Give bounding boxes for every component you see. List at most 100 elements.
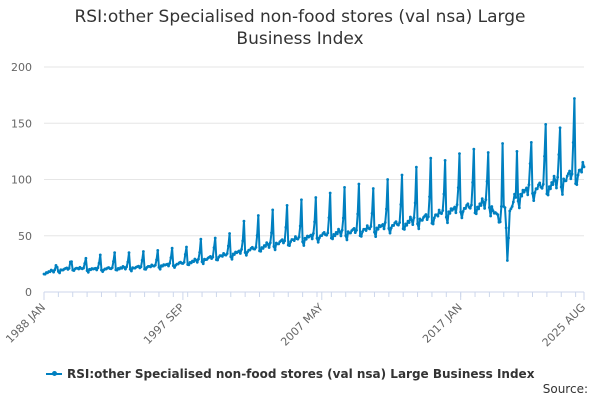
data-point[interactable] — [558, 126, 562, 130]
data-point[interactable] — [169, 256, 173, 260]
data-point[interactable] — [283, 239, 287, 243]
data-point[interactable] — [199, 237, 203, 241]
data-point[interactable] — [194, 258, 198, 262]
data-point[interactable] — [340, 228, 344, 232]
data-point[interactable] — [488, 206, 491, 209]
data-point[interactable] — [486, 151, 490, 154]
data-point[interactable] — [381, 222, 385, 226]
data-point[interactable] — [376, 227, 380, 231]
data-point[interactable] — [565, 174, 569, 178]
data-point[interactable] — [183, 252, 187, 256]
data-point[interactable] — [505, 259, 509, 262]
data-point[interactable] — [316, 240, 320, 244]
data-point[interactable] — [407, 221, 411, 224]
data-point[interactable] — [413, 201, 417, 205]
data-point[interactable] — [557, 153, 561, 156]
data-point[interactable] — [543, 154, 546, 158]
data-point[interactable] — [243, 251, 247, 254]
data-point[interactable] — [573, 97, 576, 100]
data-point[interactable] — [528, 162, 532, 166]
data-point[interactable] — [569, 177, 573, 181]
data-point[interactable] — [259, 249, 263, 253]
data-point[interactable] — [383, 221, 387, 224]
data-point[interactable] — [364, 229, 368, 232]
data-point[interactable] — [410, 218, 413, 222]
data-point[interactable] — [474, 212, 478, 216]
data-point[interactable] — [516, 199, 520, 203]
data-point[interactable] — [140, 258, 144, 262]
data-point[interactable] — [483, 206, 487, 210]
data-point[interactable] — [416, 222, 419, 226]
data-point[interactable] — [125, 265, 129, 269]
data-point[interactable] — [337, 227, 340, 231]
data-point[interactable] — [460, 216, 464, 220]
data-point[interactable] — [403, 227, 406, 231]
data-point[interactable] — [388, 231, 392, 235]
data-point[interactable] — [408, 215, 412, 219]
data-point[interactable] — [553, 179, 557, 182]
data-point[interactable] — [428, 195, 431, 199]
data-point[interactable] — [448, 211, 452, 215]
data-point[interactable] — [570, 172, 574, 176]
data-point[interactable] — [446, 221, 449, 225]
data-point[interactable] — [471, 181, 475, 184]
data-point[interactable] — [254, 245, 258, 249]
data-point[interactable] — [499, 205, 503, 208]
data-point[interactable] — [568, 169, 572, 173]
data-point[interactable] — [201, 262, 205, 266]
data-point[interactable] — [67, 266, 71, 270]
data-point[interactable] — [459, 210, 463, 214]
data-point[interactable] — [255, 234, 259, 237]
data-point[interactable] — [359, 235, 363, 238]
data-point[interactable] — [369, 225, 373, 228]
data-point[interactable] — [241, 239, 245, 243]
data-point[interactable] — [458, 152, 461, 156]
data-point[interactable] — [532, 199, 536, 203]
data-point[interactable] — [149, 265, 152, 269]
data-point[interactable] — [182, 260, 186, 264]
data-point[interactable] — [338, 230, 342, 234]
data-point[interactable] — [229, 255, 233, 259]
data-point[interactable] — [479, 204, 483, 207]
data-point[interactable] — [444, 215, 448, 219]
data-point[interactable] — [270, 231, 273, 235]
data-point[interactable] — [301, 240, 305, 244]
data-point[interactable] — [327, 216, 331, 220]
data-point[interactable] — [284, 225, 288, 229]
data-point[interactable] — [529, 140, 533, 144]
data-point[interactable] — [477, 207, 481, 211]
data-point[interactable] — [432, 216, 436, 220]
data-point[interactable] — [387, 227, 391, 230]
data-point[interactable] — [126, 260, 130, 264]
data-point[interactable] — [368, 227, 372, 231]
data-point[interactable] — [280, 238, 284, 242]
data-point[interactable] — [503, 206, 507, 210]
data-point[interactable] — [156, 248, 160, 252]
data-point[interactable] — [373, 230, 376, 234]
data-point[interactable] — [496, 213, 500, 217]
data-point[interactable] — [344, 234, 348, 238]
data-point[interactable] — [310, 237, 314, 241]
data-point[interactable] — [317, 236, 321, 240]
data-point[interactable] — [523, 188, 527, 192]
data-point[interactable] — [507, 236, 510, 240]
data-point[interactable] — [55, 265, 59, 269]
data-point[interactable] — [420, 218, 424, 222]
data-point[interactable] — [84, 256, 88, 260]
data-point[interactable] — [170, 246, 174, 250]
data-point[interactable] — [429, 156, 433, 160]
data-point[interactable] — [398, 221, 402, 224]
data-point[interactable] — [470, 203, 473, 207]
data-point[interactable] — [289, 240, 293, 244]
data-point[interactable] — [167, 264, 170, 268]
data-point[interactable] — [525, 186, 528, 190]
data-point[interactable] — [110, 266, 114, 270]
data-point[interactable] — [98, 253, 102, 257]
data-point[interactable] — [461, 210, 465, 213]
data-point[interactable] — [540, 186, 544, 190]
data-point[interactable] — [480, 197, 484, 201]
data-point[interactable] — [328, 191, 332, 195]
data-point[interactable] — [441, 209, 445, 212]
data-point[interactable] — [341, 216, 345, 220]
data-point[interactable] — [331, 237, 334, 241]
